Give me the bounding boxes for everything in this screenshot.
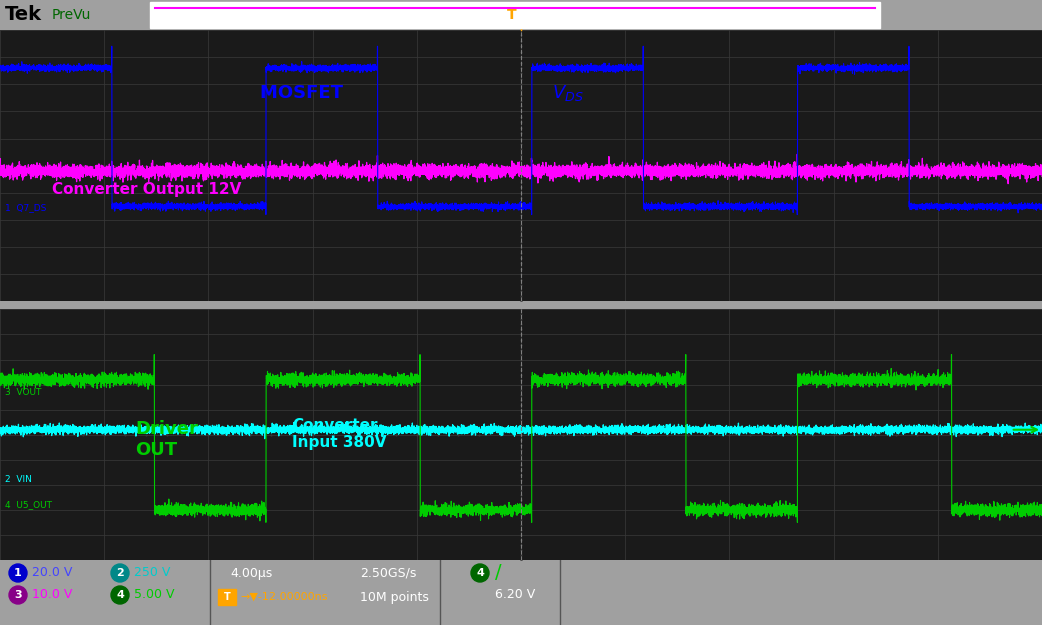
Text: 4  U5_OUT: 4 U5_OUT (5, 501, 52, 509)
Text: Converter Output 12V: Converter Output 12V (52, 182, 242, 198)
Circle shape (111, 564, 129, 582)
Text: MOSFET: MOSFET (260, 84, 350, 102)
Text: 4.00µs: 4.00µs (230, 566, 272, 579)
Text: 2: 2 (116, 568, 124, 578)
Text: T: T (507, 8, 517, 22)
Circle shape (9, 564, 27, 582)
Bar (150, 2, 880, 28)
Text: 1: 1 (15, 568, 22, 578)
Text: $V_{DS}$: $V_{DS}$ (552, 83, 584, 103)
Text: PreVu: PreVu (52, 8, 92, 22)
Text: ▼: ▼ (517, 16, 525, 26)
Text: 4: 4 (476, 568, 483, 578)
Text: 250 V: 250 V (134, 566, 171, 579)
Text: Tek: Tek (5, 6, 42, 24)
Text: 3: 3 (15, 590, 22, 600)
Text: 10.0 V: 10.0 V (32, 589, 72, 601)
Bar (218, 589, 235, 605)
Text: 6.20 V: 6.20 V (495, 589, 536, 601)
Text: 10M points: 10M points (359, 591, 429, 604)
Circle shape (111, 586, 129, 604)
Text: →▼-12.00000ns: →▼-12.00000ns (240, 592, 327, 602)
Text: Driver
OUT: Driver OUT (135, 420, 198, 459)
Circle shape (9, 586, 27, 604)
Text: T: T (224, 592, 230, 602)
Text: 2.50GS/s: 2.50GS/s (359, 566, 417, 579)
Text: 3  VOUT: 3 VOUT (5, 388, 42, 397)
Text: Converter
Input 380V: Converter Input 380V (292, 418, 387, 450)
Text: 4: 4 (116, 590, 124, 600)
Text: 5.00 V: 5.00 V (134, 589, 174, 601)
Text: 20.0 V: 20.0 V (32, 566, 72, 579)
Circle shape (471, 564, 489, 582)
Text: /: / (495, 564, 501, 582)
Text: 1  Q7_DS: 1 Q7_DS (5, 204, 47, 212)
Text: 2  VIN: 2 VIN (5, 476, 32, 484)
